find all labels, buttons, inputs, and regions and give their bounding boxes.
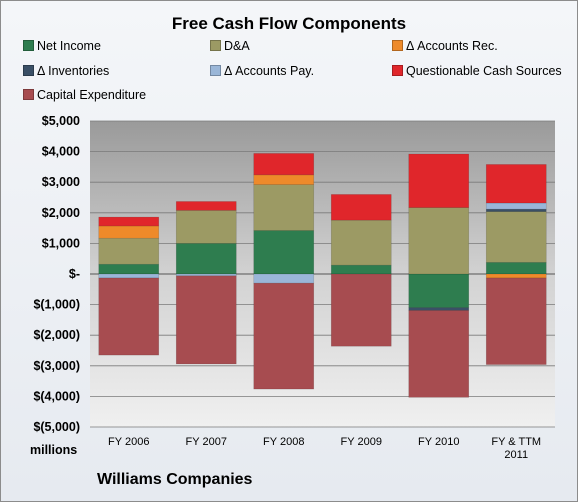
legend-label: Δ Inventories — [37, 64, 110, 78]
legend-label: Δ Accounts Pay. — [224, 64, 315, 78]
bar-segment — [98, 216, 160, 227]
bar-segment — [408, 153, 470, 208]
company-name: Williams Companies — [97, 471, 253, 488]
bar-segment — [485, 208, 547, 212]
bar-segment — [253, 282, 315, 390]
legend-swatch — [23, 40, 34, 51]
x-tick-label: FY 2006 — [108, 436, 149, 448]
legend-item-questionable-cash: Questionable Cash Sources — [392, 64, 562, 78]
y-tick-label: $- — [69, 267, 80, 281]
legend-label: Capital Expenditure — [37, 88, 147, 102]
legend-label: Net Income — [37, 39, 101, 53]
y-axis-unit-label: millions — [30, 443, 78, 457]
legend-item-d-and-a: D&A — [210, 39, 250, 53]
legend-swatch — [210, 40, 221, 51]
bar-segment — [98, 277, 160, 356]
y-tick-label: $3,000 — [42, 175, 80, 189]
bar-segment — [175, 243, 237, 275]
bar-segment — [253, 230, 315, 275]
bar-segment — [408, 207, 470, 275]
bar-segment — [98, 237, 160, 265]
x-tick-label: FY 2010 — [418, 436, 459, 448]
y-tick-label: $5,000 — [42, 114, 80, 128]
bar-segment — [253, 174, 315, 185]
bar-segment — [98, 273, 160, 279]
bar-segment — [408, 310, 470, 398]
x-tick-label: FY 2007 — [186, 436, 227, 448]
bar-segment — [485, 277, 547, 365]
bar-segment — [175, 201, 237, 211]
chart-title: Free Cash Flow Components — [171, 14, 407, 33]
legend-item-accounts-pay: Δ Accounts Pay. — [210, 64, 314, 78]
bar-segment — [485, 202, 547, 210]
legend-swatch — [23, 89, 34, 100]
bar-segment — [330, 273, 392, 347]
bar-segment — [485, 262, 547, 275]
bar-segment — [485, 211, 547, 263]
y-tick-label: $(5,000) — [33, 420, 80, 434]
legend-label: D&A — [224, 39, 250, 53]
legend-swatch — [392, 40, 403, 51]
bar-segment — [485, 164, 547, 204]
legend-swatch — [392, 65, 403, 76]
legend-label: Δ Accounts Rec. — [406, 39, 498, 53]
bar-segment — [485, 273, 547, 279]
bar-segment — [330, 219, 392, 266]
bar-segment — [253, 153, 315, 176]
legend-item-accounts-rec: Δ Accounts Rec. — [392, 39, 498, 53]
y-tick-label: $(1,000) — [33, 298, 80, 312]
y-tick-label: $(4,000) — [33, 389, 80, 403]
bar-segment — [98, 225, 160, 239]
bar-segment — [408, 273, 470, 308]
bar-segment — [330, 194, 392, 221]
bar-segment — [98, 263, 160, 275]
y-tick-label: $(3,000) — [33, 359, 80, 373]
legend-item-capital-expenditure: Capital Expenditure — [23, 88, 146, 102]
legend-swatch — [23, 65, 34, 76]
legend-item-net-income: Net Income — [23, 39, 101, 53]
legend-item-inventories: Δ Inventories — [23, 64, 109, 78]
y-tick-label: $4,000 — [42, 145, 80, 159]
bar-segment — [330, 264, 392, 275]
legend-swatch — [210, 65, 221, 76]
bar-segment — [253, 184, 315, 231]
x-tick-label: FY & TTM 2011 — [491, 436, 541, 461]
bar-segment — [175, 210, 237, 244]
legend-label: Questionable Cash Sources — [406, 64, 562, 78]
x-tick-label: FY 2009 — [341, 436, 382, 448]
y-tick-label: $2,000 — [42, 206, 80, 220]
y-tick-label: $1,000 — [42, 236, 80, 250]
bar-segment — [253, 273, 315, 284]
bar-segment — [408, 307, 470, 311]
bar-segment — [175, 275, 237, 365]
x-tick-label: FY 2008 — [263, 436, 304, 448]
y-tick-label: $(2,000) — [33, 328, 80, 342]
